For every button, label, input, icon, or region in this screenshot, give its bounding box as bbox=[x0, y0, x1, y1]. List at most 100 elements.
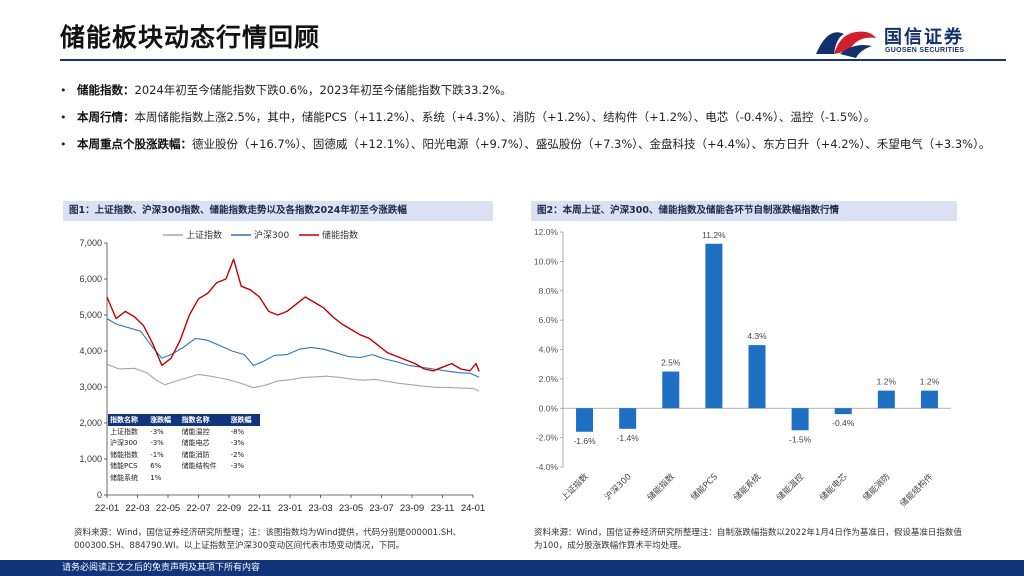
table-cell: 上证指数 bbox=[110, 427, 138, 436]
series-line-上证指数 bbox=[106, 363, 480, 392]
table-cell: -1% bbox=[150, 450, 164, 459]
title-divider bbox=[60, 59, 1006, 61]
x-tick-label: 22-09 bbox=[217, 503, 241, 514]
table-cell: 储能温控 bbox=[181, 427, 210, 436]
table-row: 储能指数 -1% 储能消防 -2% bbox=[108, 449, 260, 461]
index-change-table: 指数名称 涨跌幅 指数名称 涨跌幅 上证指数 -3% 储能温控 -8% 沪深30… bbox=[108, 414, 260, 484]
y-tick-label: 3,000 bbox=[79, 382, 102, 392]
bar-value-label: 2.5% bbox=[661, 358, 681, 368]
series-line-沪深300 bbox=[106, 318, 480, 378]
bullet-list: 储能指数：2024年初至今储能指数下跌0.6%，2023年初至今储能指数下跌33… bbox=[60, 80, 1000, 161]
table-cell bbox=[229, 472, 260, 484]
x-tick-label: 23-01 bbox=[278, 503, 302, 514]
legend-label: 沪深300 bbox=[254, 229, 289, 241]
x-tick-label: 22-05 bbox=[156, 503, 180, 514]
guosen-logo-icon bbox=[816, 31, 876, 58]
category-label: 储能PCS bbox=[689, 471, 720, 502]
y-tick-label: 6.0% bbox=[539, 315, 559, 325]
table-row: 储能PCS 6% 储能结构件 -3% bbox=[108, 461, 260, 473]
x-tick-label: 23-07 bbox=[369, 503, 393, 514]
table-cell: 沪深300 bbox=[110, 439, 138, 448]
x-tick-label: 22-11 bbox=[248, 503, 272, 514]
legend-label: 上证指数 bbox=[186, 229, 222, 241]
table-cell: -3% bbox=[230, 462, 245, 471]
page-title: 储能板块动态行情回顾 bbox=[60, 23, 321, 52]
bar-value-label: -1.5% bbox=[789, 434, 812, 444]
bullet-text: 本周储能指数上涨2.5%，其中，储能PCS（+11.2%）、系统（+4.3%）、… bbox=[134, 110, 876, 124]
x-tick-label: 23-09 bbox=[400, 503, 424, 514]
figure2-source-note: 资料来源：Wind，国信证券经济研究所整理注：自制涨跌幅指数以2022年1月4日… bbox=[534, 528, 962, 551]
y-tick-label: 0.0% bbox=[539, 403, 559, 413]
table-cell: 储能消防 bbox=[181, 450, 210, 459]
bar-储能指数 bbox=[662, 371, 680, 409]
table-cell: 6% bbox=[150, 462, 162, 471]
table-row: 储能系统 1% bbox=[108, 472, 260, 484]
figure2-caption: 图2：本周上证、沪深300、储能指数及储能各环节自制涨跌幅指数行情 bbox=[531, 201, 957, 221]
x-tick-label: 22-03 bbox=[125, 503, 149, 514]
y-tick-label: 7,000 bbox=[79, 238, 102, 248]
table-cell: -8% bbox=[230, 427, 245, 436]
bar-上证指数 bbox=[576, 408, 594, 432]
bar-沪深300 bbox=[619, 408, 637, 429]
table-cell bbox=[180, 472, 229, 484]
category-label: 储能消防 bbox=[861, 471, 893, 503]
x-tick-label: 24-01 bbox=[461, 503, 485, 514]
legend-label: 储能指数 bbox=[322, 229, 358, 241]
y-tick-label: 2,000 bbox=[79, 418, 102, 428]
category-label: 储能系统 bbox=[731, 471, 763, 503]
y-tick-label: 1,000 bbox=[79, 454, 102, 464]
bullet-text: 2024年初至今储能指数下跌0.6%，2023年初至今储能指数下跌33.2%。 bbox=[134, 83, 512, 97]
index-trend-line-chart: 0 1,000 2,000 3,000 4,000 5,000 6,000 7,000 22-0… bbox=[79, 229, 485, 514]
y-tick-label: 6,000 bbox=[79, 274, 102, 284]
table-header-cell: 涨跌幅 bbox=[148, 414, 180, 426]
x-tick-label: 23-03 bbox=[308, 503, 332, 514]
y-tick-label: 4,000 bbox=[79, 346, 102, 356]
bar-储能结构件 bbox=[920, 390, 938, 409]
table-cell: 储能电芯 bbox=[181, 439, 210, 448]
y-tick-label: 2.0% bbox=[539, 374, 559, 384]
table-header-cell: 指数名称 bbox=[179, 414, 229, 426]
footer-bar: 请务必阅读正文之后的免责声明及其项下所有内容 bbox=[0, 560, 1024, 576]
category-label: 储能电芯 bbox=[818, 471, 850, 503]
y-tick-label: 0 bbox=[97, 490, 102, 500]
table-cell: 储能系统 bbox=[110, 473, 138, 482]
logo-english-name: GUOSEN SECURITIES bbox=[885, 47, 965, 54]
bullet-item: 本周行情：本周储能指数上涨2.5%，其中，储能PCS（+11.2%）、系统（+4… bbox=[60, 107, 1000, 128]
bar-value-label: -1.6% bbox=[573, 436, 596, 446]
figure1-source-note: 资料来源：Wind，国信证券经济研究所整理；注：该图指数均为Wind提供，代码分… bbox=[74, 528, 462, 551]
table-row: 沪深300 -3% 储能电芯 -3% bbox=[108, 438, 260, 450]
category-label: 储能结构件 bbox=[898, 471, 936, 509]
y-tick-label: 12.0% bbox=[534, 227, 559, 237]
table-header-cell: 指数名称 bbox=[108, 414, 149, 426]
bullet-item: 本周重点个股涨跌幅：德业股份（+16.7%）、固德威（+12.1%）、阳光电源（… bbox=[60, 134, 1000, 155]
x-tick-label: 22-07 bbox=[186, 503, 210, 514]
table-cell: 1% bbox=[150, 473, 162, 482]
table-cell: -3% bbox=[150, 427, 164, 436]
figure1-caption: 图1：上证指数、沪深300指数、储能指数走势以及各指数2024年初至今涨跌幅 bbox=[63, 201, 493, 221]
table-cell: -3% bbox=[150, 439, 164, 448]
logo-chinese-name: 国信证券 bbox=[884, 27, 964, 48]
category-label: 上证指数 bbox=[559, 471, 591, 503]
y-tick-label: 5,000 bbox=[79, 310, 102, 320]
footer-disclaimer: 请务必阅读正文之后的免责声明及其项下所有内容 bbox=[62, 563, 261, 573]
category-label: 沪深300 bbox=[603, 471, 634, 502]
table-cell: 储能PCS bbox=[110, 462, 138, 471]
table-header-cell: 涨跌幅 bbox=[228, 414, 260, 426]
series-line-储能指数 bbox=[106, 258, 480, 372]
x-tick-label: 23-11 bbox=[431, 503, 455, 514]
table-row: 上证指数 -3% 储能温控 -8% bbox=[108, 426, 260, 438]
y-tick-label: -4.0% bbox=[536, 462, 559, 472]
y-tick-label: 10.0% bbox=[534, 256, 559, 266]
weekly-change-bar-chart: -4.0% -2.0% 0.0% 2.0% 4.0% 6.0% 8.0% 10.0% 12.0%… bbox=[534, 227, 951, 509]
category-label: 储能温控 bbox=[774, 471, 806, 503]
bar-储能温控 bbox=[791, 408, 809, 431]
bullet-label: 本周重点个股涨跌幅： bbox=[77, 137, 192, 151]
table-cell: -3% bbox=[230, 439, 245, 448]
category-label: 储能指数 bbox=[645, 471, 677, 503]
x-tick-label: 23-05 bbox=[339, 503, 363, 514]
bar-value-label: 4.3% bbox=[747, 331, 767, 341]
y-tick-label: 4.0% bbox=[539, 345, 559, 355]
bullet-label: 储能指数： bbox=[77, 83, 135, 97]
table-cell: 储能结构件 bbox=[181, 462, 217, 471]
bullet-text: 德业股份（+16.7%）、固德威（+12.1%）、阳光电源（+9.7%）、盛弘股… bbox=[192, 137, 991, 151]
